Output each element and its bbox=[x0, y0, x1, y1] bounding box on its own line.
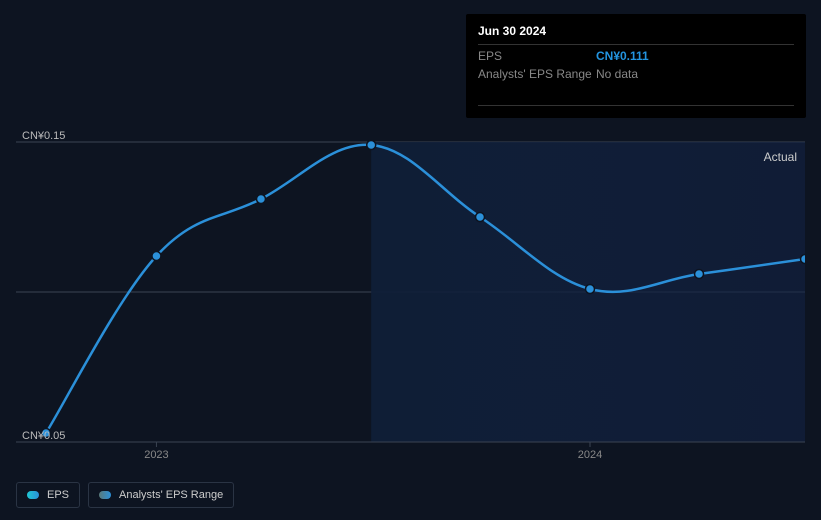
eps-data-point[interactable] bbox=[476, 213, 485, 222]
x-axis-tick-label: 2024 bbox=[578, 449, 602, 461]
tooltip-row-value: No data bbox=[596, 67, 638, 81]
legend-swatch bbox=[99, 491, 111, 499]
y-axis-tick-label: CN¥0.15 bbox=[22, 130, 65, 142]
eps-data-point[interactable] bbox=[152, 252, 161, 261]
y-axis-tick-label: CN¥0.05 bbox=[22, 430, 65, 442]
eps-data-point[interactable] bbox=[801, 255, 806, 264]
chart-legend: EPS Analysts' EPS Range bbox=[16, 482, 234, 508]
tooltip-row-label: Analysts' EPS Range bbox=[478, 67, 596, 81]
tooltip-date: Jun 30 2024 bbox=[478, 24, 794, 45]
tooltip-row-value: CN¥0.111 bbox=[596, 49, 649, 63]
eps-data-point[interactable] bbox=[256, 195, 265, 204]
legend-item-label: Analysts' EPS Range bbox=[119, 489, 223, 501]
legend-item[interactable]: Analysts' EPS Range bbox=[88, 482, 234, 508]
legend-item-label: EPS bbox=[47, 489, 69, 501]
chart-tooltip: Jun 30 2024 EPSCN¥0.111Analysts' EPS Ran… bbox=[466, 14, 806, 118]
x-axis-tick-label: 2023 bbox=[144, 449, 168, 461]
tooltip-row-label: EPS bbox=[478, 49, 596, 63]
eps-data-point[interactable] bbox=[585, 285, 594, 294]
eps-data-point[interactable] bbox=[367, 141, 376, 150]
legend-item[interactable]: EPS bbox=[16, 482, 80, 508]
eps-data-point[interactable] bbox=[695, 270, 704, 279]
legend-swatch bbox=[27, 491, 39, 499]
actual-region-label: Actual bbox=[764, 150, 797, 164]
tooltip-row: EPSCN¥0.111 bbox=[478, 49, 794, 63]
tooltip-row: Analysts' EPS RangeNo data bbox=[478, 67, 794, 81]
tooltip-footer-rule bbox=[478, 105, 794, 106]
